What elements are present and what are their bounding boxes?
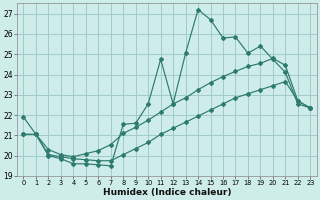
X-axis label: Humidex (Indice chaleur): Humidex (Indice chaleur): [103, 188, 231, 197]
